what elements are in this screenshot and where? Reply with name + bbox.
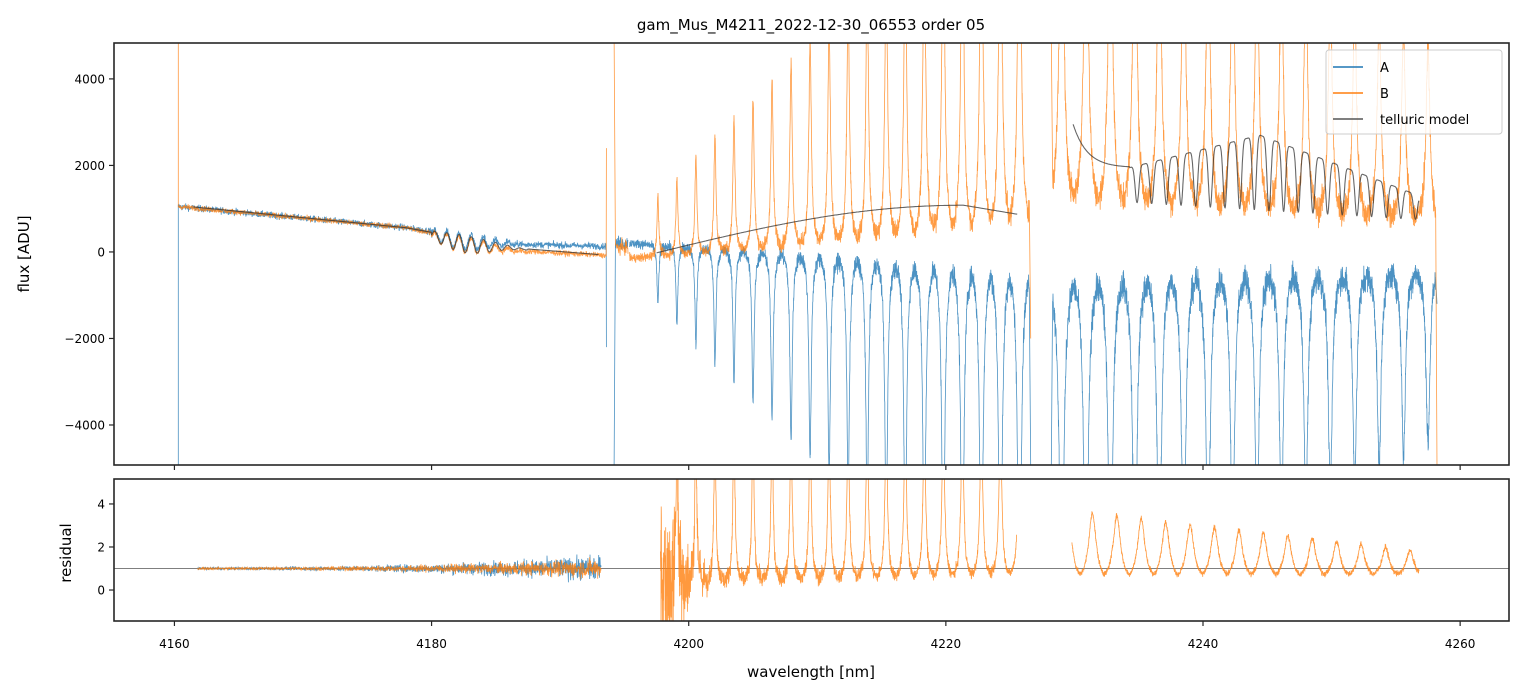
x-tick-label: 4240 — [1188, 637, 1219, 651]
y-tick-label: 4 — [97, 497, 105, 511]
top-x-ticks — [173, 465, 1461, 470]
bottom-y-axis-label: residual — [57, 523, 75, 582]
bottom-y-ticks: 0 2 4 — [97, 497, 114, 598]
x-axis-label: wavelength [nm] — [747, 663, 875, 681]
bottom-x-ticks: 4160 4180 4200 4220 4240 4260 — [159, 621, 1475, 651]
series-a-line — [629, 239, 1032, 465]
x-tick-label: 4200 — [673, 637, 704, 651]
top-plot-area — [177, 43, 1438, 465]
series-b-line — [1050, 43, 1438, 465]
y-tick-label: 2 — [97, 540, 105, 554]
legend: A B telluric model — [1325, 49, 1503, 135]
series-b-line — [629, 43, 1032, 339]
residual-b-line — [197, 557, 602, 580]
series-a-line — [1050, 260, 1438, 465]
legend-label-a: A — [1380, 61, 1389, 76]
y-tick-label: −4000 — [64, 418, 105, 432]
legend-label-b: B — [1380, 87, 1389, 102]
telluric-model-line — [193, 206, 599, 256]
series-b-line — [613, 43, 629, 256]
x-tick-label: 4260 — [1445, 637, 1476, 651]
telluric-model-line — [656, 204, 1018, 254]
residual-b-line — [1071, 511, 1420, 578]
y-tick-label: 4000 — [74, 72, 105, 86]
telluric-model-line — [1072, 124, 1420, 220]
legend-label-telluric: telluric model — [1380, 113, 1469, 128]
top-y-ticks: −4000 −2000 0 2000 4000 — [64, 72, 114, 432]
legend-box — [1325, 49, 1503, 135]
top-y-axis-label: flux [ADU] — [15, 215, 33, 292]
x-tick-label: 4220 — [931, 637, 962, 651]
y-tick-label: −2000 — [64, 332, 105, 346]
y-tick-label: 0 — [97, 245, 105, 259]
top-axes-frame — [113, 42, 1510, 466]
x-tick-label: 4160 — [159, 637, 190, 651]
y-tick-label: 2000 — [74, 159, 105, 173]
top-panel: −4000 −2000 0 2000 4000 flux [ADU] A B tellu… — [15, 42, 1510, 470]
bottom-panel: 0 2 4 4160 4180 4200 4220 4240 4260 residual wa… — [57, 478, 1510, 681]
residual-b-line — [660, 479, 1017, 621]
x-tick-label: 4180 — [416, 637, 447, 651]
bottom-plot-area — [114, 479, 1509, 621]
y-tick-label: 0 — [97, 584, 105, 598]
bottom-axes-frame — [113, 478, 1510, 622]
chart-title: gam_Mus_M4211_2022-12-30_06553 order 05 — [637, 16, 985, 35]
